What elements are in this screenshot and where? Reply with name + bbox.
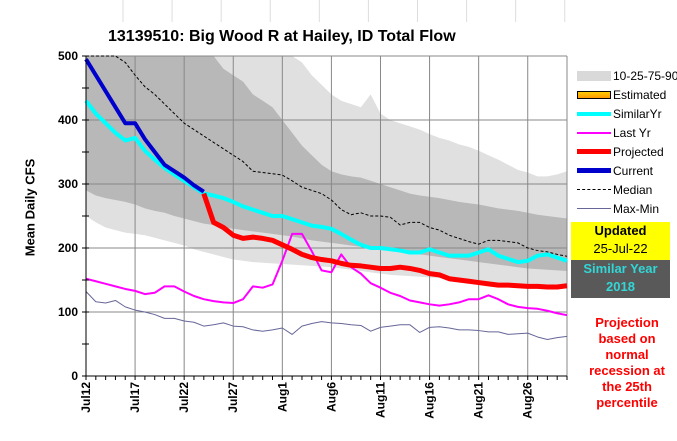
y-tick-label: 300	[58, 177, 78, 191]
y-tick-label: 400	[58, 113, 78, 127]
x-tick-label: Aug21	[472, 382, 486, 419]
series-max-min	[85, 291, 568, 341]
x-tick-label: Aug16	[423, 382, 437, 419]
y-axis-label: Mean Daily CFS	[22, 158, 38, 257]
legend-swatch-projected	[577, 149, 611, 154]
legend-label: Median	[613, 182, 653, 197]
chart-title: 13139510: Big Wood R at Hailey, ID Total…	[108, 28, 456, 45]
legend-swatch-band	[577, 70, 611, 81]
similar-year-value: 2018	[606, 279, 635, 294]
series-similaryr	[84, 99, 568, 265]
legend-item-estimated: Estimated	[577, 85, 677, 104]
band-25-75	[86, 56, 567, 272]
legend-label: SimilarYr	[613, 106, 662, 121]
updated-date: 25-Jul-22	[593, 241, 648, 256]
legend-item-current: Current	[577, 161, 677, 180]
legend-label: Estimated	[613, 87, 667, 102]
legend-swatch-estimated	[577, 90, 611, 99]
legend-swatch-similaryr	[577, 111, 611, 116]
series-projected	[201, 192, 568, 290]
similar-year-label: Similar Year	[583, 261, 658, 276]
legend-label: Last Yr	[613, 125, 651, 140]
legend-item-similaryr: SimilarYr	[577, 104, 677, 123]
legend-swatch-median	[577, 189, 611, 190]
y-tick-label: 0	[71, 369, 78, 383]
similar-year-box: Similar Year 2018	[571, 260, 670, 298]
y-tick-label: 500	[58, 49, 78, 63]
x-tick-label: Aug1	[275, 382, 289, 412]
x-tick-label: Jul17	[128, 382, 142, 413]
legend-item-lastyr: Last Yr	[577, 123, 677, 142]
x-tick-label: Jul27	[226, 382, 240, 413]
x-tick-label: Jul12	[79, 382, 93, 413]
series-current	[84, 58, 205, 194]
legend-swatch-lastyr	[577, 131, 611, 134]
legend-label: Max-Min	[613, 201, 660, 216]
updated-box: Updated 25-Jul-22	[571, 222, 670, 260]
y-tick-label: 200	[58, 241, 78, 255]
x-tick-label: Jul22	[177, 382, 191, 413]
legend-swatch-current	[577, 168, 611, 173]
x-tick-label: Aug26	[521, 382, 535, 419]
x-tick-label: Aug6	[324, 382, 338, 412]
legend-label: 10-25-75-90	[613, 68, 677, 83]
projection-note: Projection based on normal recession at …	[589, 315, 665, 410]
legend-label: Current	[613, 163, 654, 178]
updated-label: Updated	[594, 223, 647, 238]
legend-item-projected: Projected	[577, 142, 677, 161]
x-tick-label: Aug11	[373, 382, 387, 418]
y-tick-label: 100	[58, 305, 78, 319]
legend: 10-25-75-90 Estimated SimilarYr Last Yr …	[577, 66, 677, 218]
legend-swatch-maxmin	[577, 208, 611, 209]
series-last-yr	[85, 232, 568, 317]
legend-item-maxmin: Max-Min	[577, 199, 677, 218]
legend-item-median: Median	[577, 180, 677, 199]
legend-item-bands: 10-25-75-90	[577, 66, 677, 85]
series-median	[86, 55, 568, 257]
legend-label: Projected	[613, 144, 664, 159]
